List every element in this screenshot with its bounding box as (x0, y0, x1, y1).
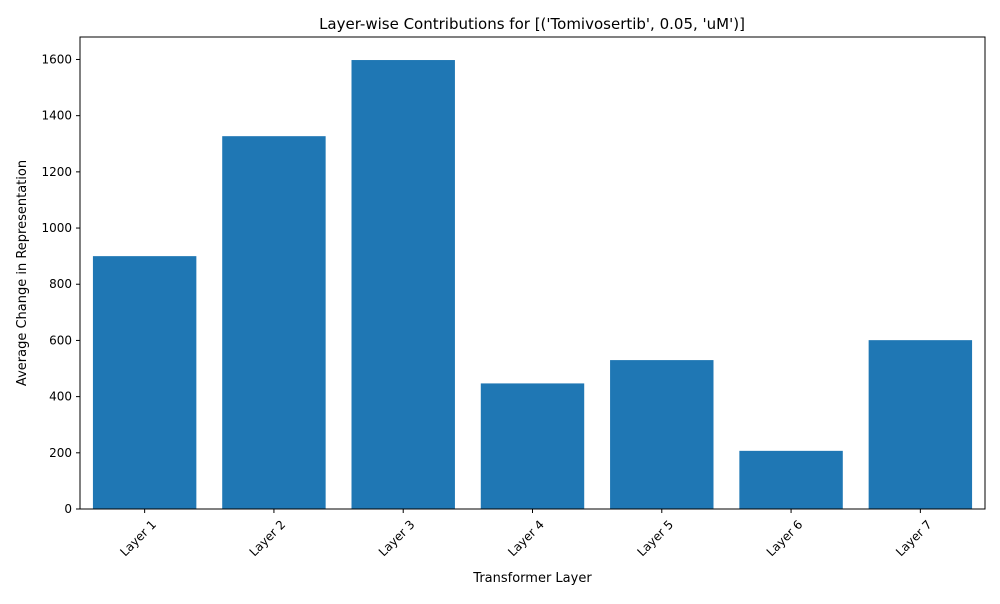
x-tick-label: Layer 5 (634, 517, 676, 559)
x-tick-label: Layer 1 (117, 517, 159, 559)
y-tick-label: 1000 (41, 221, 72, 235)
bar-6 (739, 450, 843, 509)
y-axis: 0 200 400 600 800 1000 1200 1400 1600 (41, 52, 80, 516)
bar-5 (610, 360, 714, 509)
x-tick-label: Layer 7 (893, 517, 935, 559)
bar-3 (351, 60, 455, 510)
y-axis-label: Average Change in Representation (15, 160, 30, 386)
y-tick-label: 400 (49, 390, 72, 404)
x-tick-label: Layer 4 (505, 517, 547, 559)
x-tick-label: Layer 3 (376, 517, 418, 559)
plot-frame (79, 36, 986, 510)
y-tick-label: 1200 (41, 165, 72, 179)
bar-7 (868, 340, 973, 509)
x-tick-label: Layer 6 (764, 517, 806, 559)
chart-title: Layer-wise Contributions for [('Tomivose… (319, 15, 745, 33)
y-tick-label: 800 (49, 277, 72, 291)
bars-group (92, 60, 973, 510)
y-tick-label: 200 (49, 446, 72, 460)
x-tick-label: Layer 2 (247, 517, 289, 559)
y-tick-label: 600 (49, 333, 72, 347)
bar-4 (480, 383, 585, 509)
x-axis-label: Transformer Layer (472, 571, 592, 586)
bar-1 (92, 256, 197, 509)
y-tick-label: 1600 (41, 52, 72, 66)
bar-2 (222, 136, 326, 509)
y-tick-label: 0 (64, 502, 72, 516)
y-tick-label: 1400 (41, 109, 72, 123)
x-axis: Layer 1 Layer 2 Layer 3 Layer 4 Layer 5 Layer… (117, 509, 935, 559)
